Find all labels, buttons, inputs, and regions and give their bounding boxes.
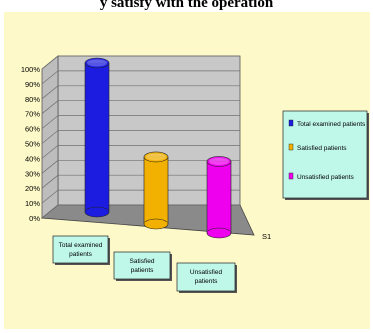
y-gridline-side [41, 70, 59, 85]
y-tick-label: 0% [29, 214, 40, 223]
legend-label: Total examined patients [297, 121, 366, 128]
y-tick-label: 10% [25, 199, 40, 208]
page-title: y satisfy with the operation [99, 0, 274, 11]
category-label-line1: Unsatisfied [190, 269, 223, 276]
y-gridline-side [41, 130, 59, 144]
bar-top [143, 151, 169, 163]
y-gridline-side [41, 174, 59, 189]
category-label-line2: patients [69, 251, 93, 258]
bar-top [84, 57, 110, 69]
bar-body [206, 161, 232, 234]
y-tick-label: 50% [25, 140, 40, 149]
bar-top-highlight [87, 59, 107, 67]
category-box [52, 235, 109, 264]
bar-2 [143, 151, 169, 230]
y-gridline-side [41, 100, 59, 114]
bar-top [206, 156, 232, 167]
y-gridline-side [41, 145, 59, 159]
y-gridline-side [41, 55, 59, 70]
y-tick-label: 60% [25, 125, 40, 134]
bar-top-highlight [209, 157, 229, 165]
bar-bottom-cover [144, 222, 168, 224]
bar-body [84, 62, 110, 213]
category-label-line2: patients [131, 267, 155, 274]
y-tick-label: 30% [25, 169, 40, 178]
series-axis-label: S1 [262, 232, 271, 241]
category-box [113, 251, 171, 280]
bar-1 [84, 57, 110, 218]
category-label-line1: Satisfied [130, 258, 155, 265]
y-tick-label: 90% [25, 80, 40, 89]
legend-swatch [288, 143, 294, 151]
y-tick-label: 40% [25, 154, 40, 163]
y-tick-label: 100% [21, 65, 41, 74]
y-gridline-side [41, 204, 59, 219]
bar-3 [206, 156, 232, 239]
y-tick-label: 20% [25, 184, 40, 193]
category-label-line2: patients [195, 278, 219, 285]
legend-label: Unsatisfied patients [297, 174, 354, 181]
category-box [176, 262, 236, 292]
y-gridline-side [41, 160, 59, 174]
y-tick-label: 70% [25, 110, 40, 119]
bar-bottom-cover [207, 231, 231, 233]
legend-label: Satisfied patients [297, 145, 347, 152]
legend-box [282, 110, 368, 199]
y-gridline-side [41, 85, 59, 100]
bar-bottom-cover [85, 210, 109, 212]
bar-top-highlight [146, 153, 166, 161]
bar-body [143, 156, 169, 225]
legend-swatch [288, 172, 294, 180]
y-tick-label: 80% [25, 95, 40, 104]
legend-swatch [288, 119, 294, 127]
y-gridline-side [41, 115, 59, 129]
category-label-line1: Total examined [59, 242, 103, 249]
y-gridline-side [41, 189, 59, 204]
